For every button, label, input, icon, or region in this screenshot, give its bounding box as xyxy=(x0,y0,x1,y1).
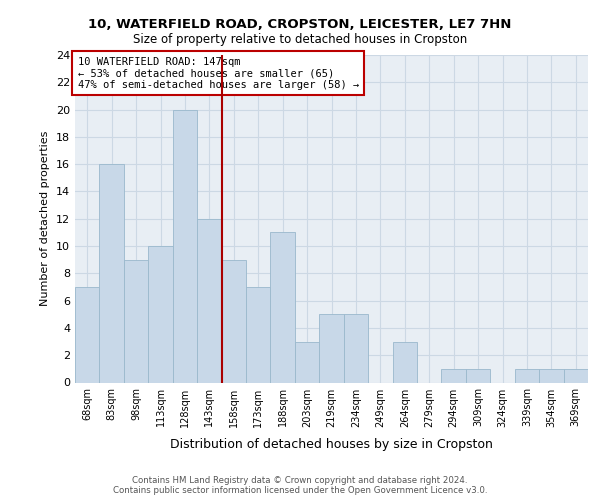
Text: Contains public sector information licensed under the Open Government Licence v3: Contains public sector information licen… xyxy=(113,486,487,495)
Bar xyxy=(563,369,588,382)
Text: Contains HM Land Registry data © Crown copyright and database right 2024.: Contains HM Land Registry data © Crown c… xyxy=(132,476,468,485)
Text: 10 WATERFIELD ROAD: 147sqm
← 53% of detached houses are smaller (65)
47% of semi: 10 WATERFIELD ROAD: 147sqm ← 53% of deta… xyxy=(77,56,359,90)
Bar xyxy=(75,287,100,382)
Bar xyxy=(344,314,368,382)
Bar xyxy=(271,232,295,382)
Bar xyxy=(466,369,490,382)
Bar xyxy=(246,287,271,382)
Bar xyxy=(221,260,246,382)
Bar xyxy=(539,369,563,382)
Bar xyxy=(124,260,148,382)
Bar xyxy=(442,369,466,382)
Text: 10, WATERFIELD ROAD, CROPSTON, LEICESTER, LE7 7HN: 10, WATERFIELD ROAD, CROPSTON, LEICESTER… xyxy=(88,18,512,30)
Bar xyxy=(148,246,173,382)
Bar xyxy=(100,164,124,382)
Text: Size of property relative to detached houses in Cropston: Size of property relative to detached ho… xyxy=(133,32,467,46)
Bar xyxy=(173,110,197,382)
Bar xyxy=(295,342,319,382)
Y-axis label: Number of detached properties: Number of detached properties xyxy=(40,131,50,306)
Bar xyxy=(392,342,417,382)
X-axis label: Distribution of detached houses by size in Cropston: Distribution of detached houses by size … xyxy=(170,438,493,451)
Bar xyxy=(319,314,344,382)
Bar xyxy=(197,219,221,382)
Bar xyxy=(515,369,539,382)
